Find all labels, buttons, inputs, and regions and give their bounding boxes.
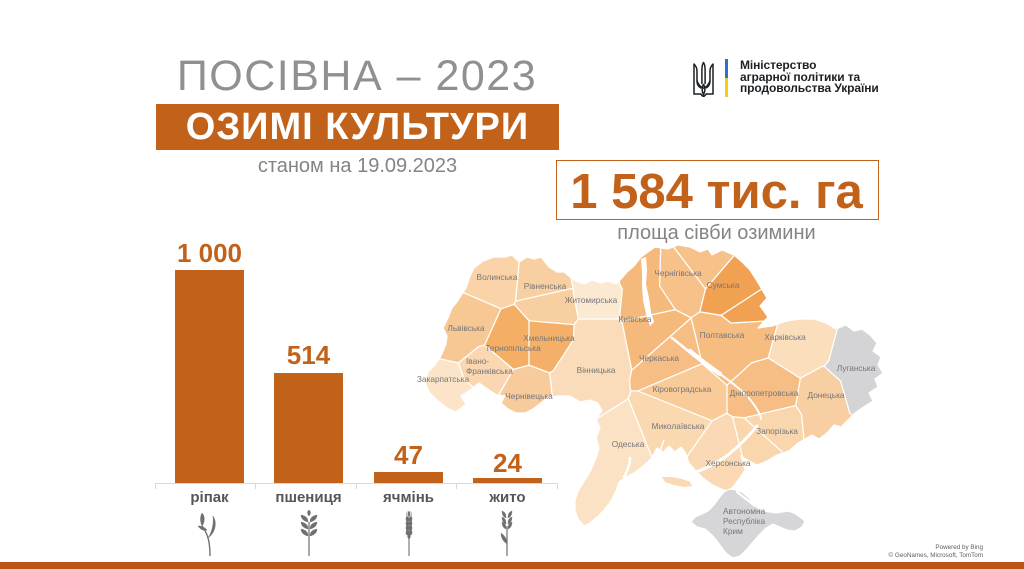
svg-text:Франківська: Франківська bbox=[466, 366, 513, 376]
svg-text:Миколаївська: Миколаївська bbox=[652, 421, 705, 431]
svg-text:Херсонська: Херсонська bbox=[705, 458, 750, 468]
svg-text:Хмельницька: Хмельницька bbox=[523, 333, 575, 343]
svg-text:Сумська: Сумська bbox=[707, 280, 740, 290]
svg-text:Дніпропетровська: Дніпропетровська bbox=[730, 388, 799, 398]
svg-text:Чернігівська: Чернігівська bbox=[654, 268, 702, 278]
svg-text:Черкаська: Черкаська bbox=[639, 353, 679, 363]
svg-text:Вінницька: Вінницька bbox=[577, 365, 616, 375]
svg-text:Житомирська: Житомирська bbox=[565, 295, 618, 305]
svg-text:Івано-: Івано- bbox=[466, 356, 489, 366]
svg-text:Запорізька: Запорізька bbox=[756, 426, 798, 436]
svg-text:Закарпатська: Закарпатська bbox=[417, 374, 470, 384]
svg-text:Автономна: Автономна bbox=[723, 506, 766, 516]
svg-text:Львівська: Львівська bbox=[447, 323, 485, 333]
svg-text:Луганська: Луганська bbox=[837, 363, 876, 373]
svg-text:Республіка: Республіка bbox=[723, 516, 766, 526]
svg-text:Донецька: Донецька bbox=[807, 390, 844, 400]
svg-text:Київська: Київська bbox=[619, 314, 652, 324]
svg-text:Харківська: Харківська bbox=[764, 332, 806, 342]
svg-text:Одеська: Одеська bbox=[612, 439, 645, 449]
svg-text:Кіровоградська: Кіровоградська bbox=[653, 384, 712, 394]
svg-text:Полтавська: Полтавська bbox=[700, 330, 745, 340]
svg-text:Тернопільська: Тернопільська bbox=[485, 343, 541, 353]
svg-text:Чернівецька: Чернівецька bbox=[505, 391, 553, 401]
svg-text:Крим: Крим bbox=[723, 526, 743, 536]
svg-text:Рівненська: Рівненська bbox=[524, 281, 567, 291]
svg-text:Волинська: Волинська bbox=[477, 272, 518, 282]
